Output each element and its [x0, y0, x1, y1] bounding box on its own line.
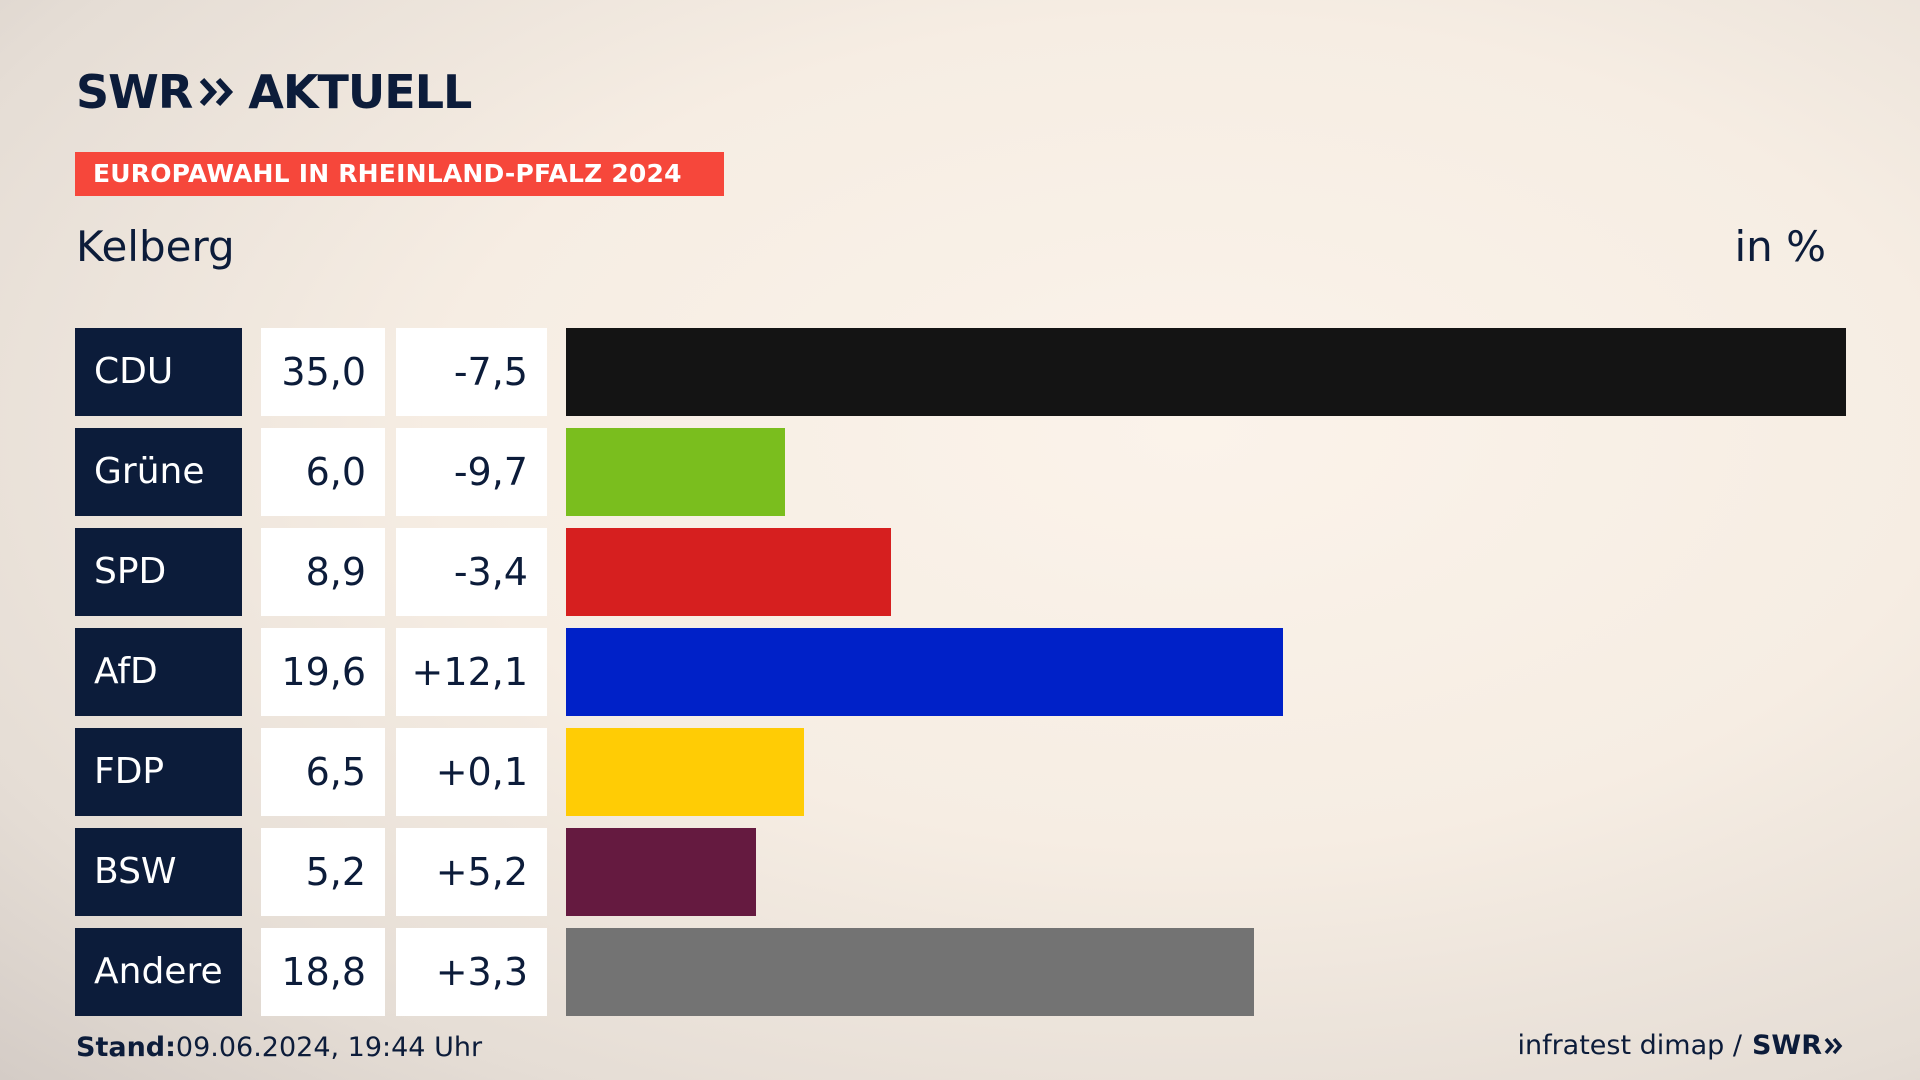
swr-aktuell-logo: SWR AKTUELL: [76, 65, 472, 119]
result-row: CDU 35,0 -7,5: [0, 328, 1920, 416]
share-value: 6,5: [261, 728, 385, 816]
small-double-chevron-icon: [1824, 1037, 1843, 1054]
diff-value: +12,1: [396, 628, 547, 716]
result-bar: [566, 528, 891, 616]
election-banner: EUROPAWAHL IN RHEINLAND-PFALZ 2024: [75, 152, 724, 196]
result-row: AfD 19,6 +12,1: [0, 628, 1920, 716]
result-bar: [566, 728, 804, 816]
result-bar: [566, 628, 1283, 716]
party-label: Grüne: [75, 428, 242, 516]
party-label: CDU: [75, 328, 242, 416]
share-value: 19,6: [261, 628, 385, 716]
share-value: 18,8: [261, 928, 385, 1016]
source-text: infratest dimap /: [1517, 1030, 1742, 1061]
diff-value: +3,3: [396, 928, 547, 1016]
stand-label: Stand:: [76, 1032, 176, 1063]
logo-aktuell-text: AKTUELL: [248, 65, 472, 119]
swr-small-logo: SWR: [1752, 1030, 1844, 1061]
double-chevron-icon: [200, 77, 234, 107]
result-row: FDP 6,5 +0,1: [0, 728, 1920, 816]
result-row: Grüne 6,0 -9,7: [0, 428, 1920, 516]
result-bar: [566, 328, 1846, 416]
share-value: 35,0: [261, 328, 385, 416]
diff-value: -7,5: [396, 328, 547, 416]
result-bar: [566, 928, 1254, 1016]
diff-value: -9,7: [396, 428, 547, 516]
diff-value: +0,1: [396, 728, 547, 816]
stand-value: 09.06.2024, 19:44 Uhr: [175, 1032, 483, 1063]
party-label: Andere: [75, 928, 242, 1016]
party-label: SPD: [75, 528, 242, 616]
region-title: Kelberg: [76, 222, 235, 271]
party-label: FDP: [75, 728, 242, 816]
party-label: AfD: [75, 628, 242, 716]
result-bar: [566, 428, 785, 516]
result-row: SPD 8,9 -3,4: [0, 528, 1920, 616]
result-row: BSW 5,2 +5,2: [0, 828, 1920, 916]
unit-label: in %: [1734, 222, 1826, 271]
share-value: 5,2: [261, 828, 385, 916]
small-logo-text: SWR: [1751, 1030, 1822, 1061]
source-credit: infratest dimap / SWR: [1517, 1030, 1844, 1061]
result-row: Andere 18,8 +3,3: [0, 928, 1920, 1016]
diff-value: -3,4: [396, 528, 547, 616]
party-label: BSW: [75, 828, 242, 916]
share-value: 6,0: [261, 428, 385, 516]
share-value: 8,9: [261, 528, 385, 616]
diff-value: +5,2: [396, 828, 547, 916]
result-bar: [566, 828, 756, 916]
logo-swr-text: SWR: [76, 65, 193, 119]
timestamp: Stand:09.06.2024, 19:44 Uhr: [76, 1032, 482, 1063]
